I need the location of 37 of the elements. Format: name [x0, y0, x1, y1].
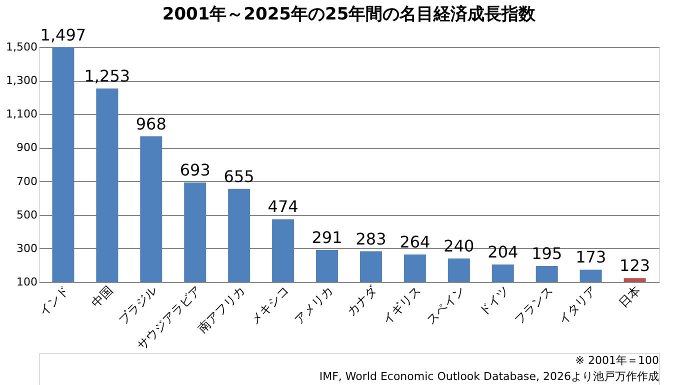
- y-tick-label: 100: [16, 276, 38, 288]
- data-label: 283: [356, 229, 386, 248]
- x-tick-label: アメリカ: [292, 283, 336, 327]
- x-tick-label: メキシコ: [248, 283, 292, 327]
- x-tick-label: イギリス: [380, 283, 424, 327]
- data-label: 173: [576, 248, 606, 267]
- text: IMF, World Economic Outlook Database, 2026より池戸万作作成: [319, 370, 659, 383]
- x-tick-label: フランス: [512, 283, 556, 327]
- text: ※ 2001年＝100: [575, 354, 659, 367]
- data-label: 655: [224, 166, 254, 186]
- x-tick-label: インド: [36, 283, 72, 318]
- data-label: 195: [532, 244, 562, 264]
- x-tick-label: スペイン: [424, 283, 468, 327]
- x-tick-label: 日本: [616, 283, 644, 310]
- data-label: 264: [400, 232, 430, 252]
- y-tick-label: 1,300: [6, 74, 38, 88]
- x-tick-label: カナダ: [344, 282, 380, 318]
- y-tick-label: 1,500: [6, 40, 38, 54]
- data-label: 693: [180, 160, 210, 180]
- data-label: 1,497: [40, 26, 86, 45]
- data-label: 968: [136, 114, 166, 134]
- y-tick-label: 500: [16, 208, 38, 222]
- data-label: 1,253: [84, 66, 130, 86]
- data-label: 123: [620, 256, 650, 276]
- y-tick-label: 300: [16, 242, 38, 255]
- x-tick-label: イタリア: [555, 283, 600, 327]
- chart-title: 2001年～2025年の25年間の名目経済成長指数: [162, 4, 537, 25]
- x-tick-label: 南アフリカ: [195, 283, 248, 336]
- data-label: 474: [268, 197, 298, 216]
- x-tick-label: 中国: [88, 283, 116, 310]
- y-tick-label: 900: [16, 141, 38, 154]
- data-label: 204: [488, 242, 518, 262]
- x-tick-label: ドイツ: [476, 283, 512, 318]
- data-label: 291: [312, 228, 342, 247]
- y-tick-label: 1,100: [6, 108, 38, 121]
- data-label: 240: [444, 236, 474, 256]
- y-tick-label: 700: [16, 174, 38, 188]
